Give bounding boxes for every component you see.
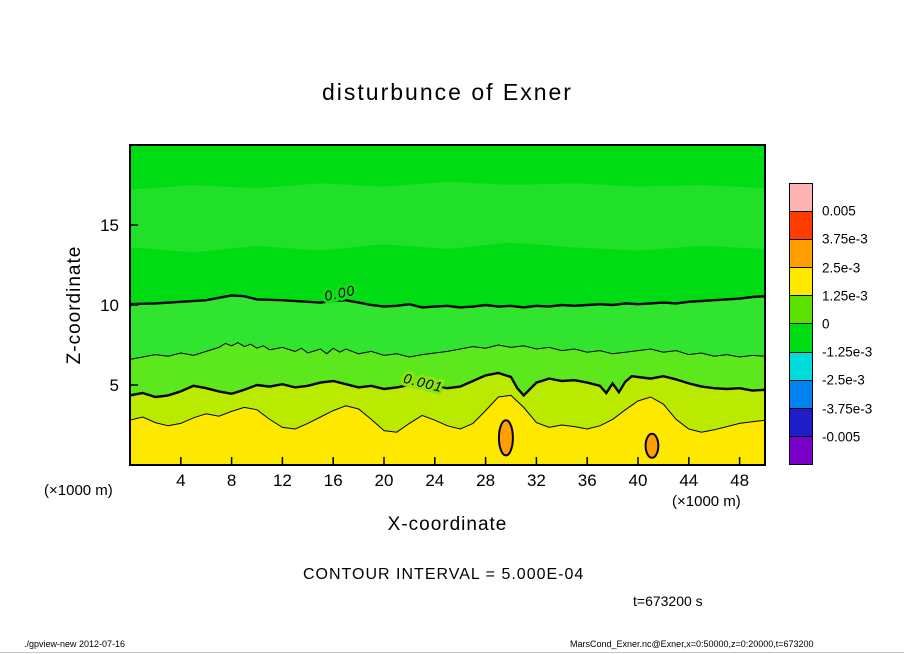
tone-band [130,181,765,253]
z-axis-unit: (×1000 m) [44,482,113,499]
footer-source-text: MarsCond_Exner.nc@Exner,x=0:50000,z=0:20… [570,639,814,649]
colorbar-segment [790,379,812,408]
x-tick-label: 8 [227,471,236,490]
contour-line [130,394,765,433]
contour-blob [644,432,660,459]
x-tick-label: 28 [476,471,495,490]
colorbar-label: -0.005 [822,429,861,445]
colorbar-segment [790,184,812,212]
colorbar-segment [790,295,812,324]
x-axis-unit: (×1000 m) [672,493,741,510]
colorbar-label: 1.25e-3 [822,288,868,304]
colorbar-label: -3.75e-3 [822,401,873,417]
footer-command-text: ./gpview-new 2012-07-16 [24,639,126,649]
colorbar [789,183,813,465]
tone-band [130,395,765,465]
colorbar-label: -2.5e-3 [822,372,865,388]
colorbar-label: 2.5e-3 [822,260,861,276]
z-tick-label: 10 [100,296,119,315]
contour-line-0.001 [130,371,765,399]
bottom-rule [0,652,904,653]
page-title: disturbunce of Exner [322,79,573,105]
plot-frame [129,144,766,466]
x-tick-label: 24 [425,471,444,490]
colorbar-segment [790,211,812,240]
colorbar-label: 0.005 [822,203,856,219]
contour-blob [497,419,514,457]
x-tick-label: 48 [730,471,749,490]
colorbar-label: 3.75e-3 [822,231,868,247]
x-tick-label: 36 [578,471,597,490]
x-tick-label: 12 [273,471,292,490]
time-stamp: t=673200 s [633,593,703,609]
colorbar-segment [790,239,812,268]
colorbar-label: -1.25e-3 [822,344,873,360]
z-axis-label: Z-coordinate [64,245,85,365]
colorbar-segment [790,407,812,436]
colorbar-segment [790,351,812,380]
x-axis-label: X-coordinate [387,514,508,535]
x-tick-label: 40 [629,471,648,490]
colorbar-segment [790,435,812,464]
tone-band [130,373,765,433]
x-tick-label: 16 [324,471,343,490]
contour-fill-layer: 0.000.001 [130,145,765,465]
contour-line-0.00 [130,294,765,309]
x-tick-label: 44 [679,471,698,490]
z-tick-label: 5 [110,376,119,395]
contour-interval-text: CONTOUR INTERVAL = 5.000E-04 [303,566,585,583]
z-tick-label: 15 [100,216,119,235]
colorbar-segment [790,323,812,352]
tone-band [130,295,765,360]
x-tick-label: 32 [527,471,546,490]
colorbar-label: 0 [822,316,830,332]
x-tick-label: 20 [375,471,394,490]
x-tick-label: 4 [176,471,185,490]
tone-band [130,342,765,397]
contour-line [130,342,765,360]
colorbar-segment [790,267,812,296]
